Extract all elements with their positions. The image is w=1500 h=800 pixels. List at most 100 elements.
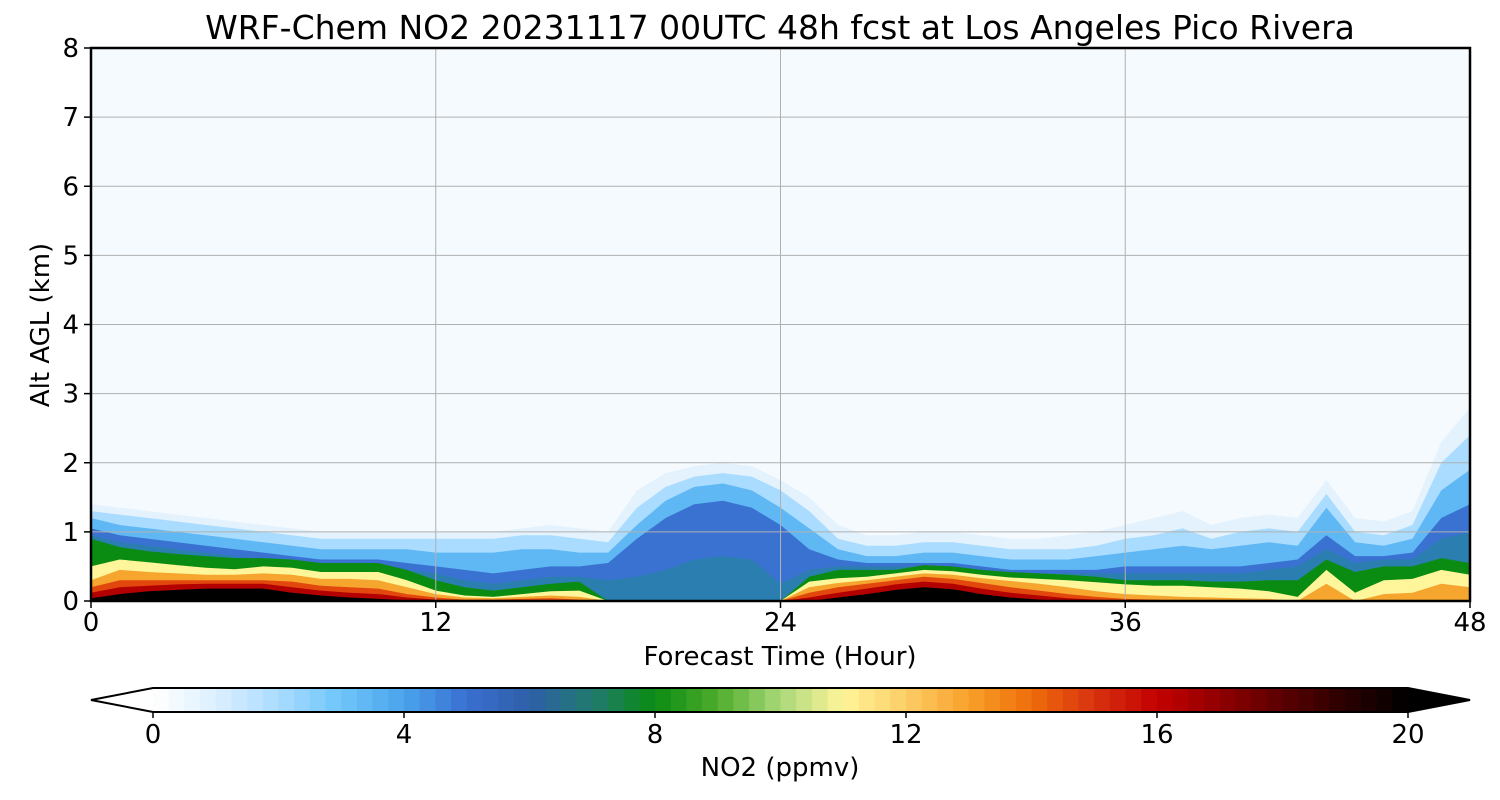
colorbar-segment: [937, 688, 954, 712]
colorbar-segment: [1188, 688, 1205, 712]
colorbar-segment: [451, 688, 468, 712]
colorbar-ticks: 0 4 8 12 16 20: [145, 712, 1425, 750]
colorbar-segment: [466, 688, 484, 712]
colorbar-segment: [639, 688, 656, 712]
colorbar-segment: [890, 688, 907, 712]
x-tick-label: 48: [1453, 608, 1486, 638]
colorbar-tick-label: 16: [1140, 720, 1173, 750]
x-axis-label: Forecast Time (Hour): [643, 642, 916, 672]
y-tick-label: 0: [62, 587, 79, 617]
colorbar-segment: [1015, 688, 1033, 712]
colorbar-segment: [184, 688, 201, 712]
colorbar-segment: [1313, 688, 1331, 712]
colorbar-segment: [1360, 688, 1378, 712]
colorbar-segment: [1219, 688, 1237, 712]
colorbar-segment: [388, 688, 405, 712]
colorbar-segment: [1172, 688, 1189, 712]
colorbar-segment: [764, 688, 782, 712]
colorbar-segment: [827, 688, 844, 712]
colorbar-segment: [686, 688, 703, 712]
colorbar-tick-label: 20: [1391, 720, 1424, 750]
colorbar-extend-min: [91, 688, 153, 712]
colorbar-segment: [200, 688, 217, 712]
colorbar-segment: [1000, 688, 1017, 712]
colorbar-segment: [1157, 688, 1174, 712]
colorbar-segment: [529, 688, 546, 712]
colorbar-segment: [1109, 688, 1127, 712]
colorbar-segment: [482, 688, 499, 712]
colorbar-segment: [372, 688, 389, 712]
colorbar-segment: [858, 688, 876, 712]
y-tick-label: 6: [62, 172, 79, 202]
colorbar-segment: [1094, 688, 1111, 712]
colorbar-segment: [843, 688, 860, 712]
colorbar-segment: [1266, 688, 1284, 712]
colorbar-segment: [247, 688, 264, 712]
colorbar-segment: [1125, 688, 1142, 712]
colorbar-segment: [1392, 688, 1409, 712]
colorbar-segment: [906, 688, 923, 712]
colorbar-segment: [576, 688, 593, 712]
y-tick-label: 3: [62, 380, 79, 410]
colorbar-segment: [968, 688, 986, 712]
colorbar-segment: [1251, 688, 1268, 712]
colorbar-segment: [294, 688, 311, 712]
colorbar-segment: [1204, 688, 1221, 712]
colorbar-segment: [811, 688, 829, 712]
colorbar-segment: [1141, 688, 1158, 712]
colorbar-segment: [1329, 688, 1346, 712]
no2-layer-lt-19: [91, 587, 1470, 601]
y-tick-label: 7: [62, 103, 79, 133]
colorbar-segment: [717, 688, 735, 712]
colorbar-segment: [168, 688, 185, 712]
x-tick-label: 12: [419, 608, 452, 638]
colorbar-label: NO2 (ppmv): [701, 753, 860, 783]
colorbar-segment: [545, 688, 562, 712]
colorbar-segment: [1345, 688, 1362, 712]
colorbar-segment: [984, 688, 1001, 712]
y-tick-label: 5: [62, 241, 79, 271]
colorbar-extend-max: [1408, 688, 1470, 712]
y-tick-label: 4: [62, 311, 79, 341]
colorbar-segment: [780, 688, 797, 712]
colorbar-segment: [623, 688, 640, 712]
colorbar-segment: [356, 688, 374, 712]
colorbar-tick-label: 8: [647, 720, 664, 750]
y-tick-label: 2: [62, 449, 79, 479]
colorbar-segment: [341, 688, 358, 712]
colorbar-segment: [796, 688, 813, 712]
colorbar-segment: [1376, 688, 1393, 712]
colorbar-segment: [215, 688, 233, 712]
colorbar-segment: [1235, 688, 1252, 712]
colorbar-segment: [655, 688, 672, 712]
x-tick-label: 24: [764, 608, 797, 638]
colorbar-segment: [733, 688, 750, 712]
colorbar-segment: [1078, 688, 1095, 712]
colorbar-segment: [309, 688, 327, 712]
colorbar-segment: [1047, 688, 1064, 712]
colorbar-segment: [278, 688, 295, 712]
colorbar-segment: [498, 688, 515, 712]
y-axis-ticks: 0 1 2 3 4 5 6 7 8: [62, 34, 91, 617]
colorbar-segment: [419, 688, 436, 712]
chart-title: WRF-Chem NO2 20231117 00UTC 48h fcst at …: [205, 8, 1355, 47]
colorbar-tick-label: 12: [889, 720, 922, 750]
x-tick-label: 36: [1109, 608, 1142, 638]
colorbar-segment: [435, 688, 452, 712]
colorbar-segment: [670, 688, 687, 712]
colorbar-segment: [1031, 688, 1048, 712]
colorbar-segment: [749, 688, 766, 712]
colorbar-segment: [607, 688, 625, 712]
colorbar-segment: [262, 688, 280, 712]
colorbar-segment: [1282, 688, 1299, 712]
y-axis-label: Alt AGL (km): [26, 243, 56, 407]
colorbar-segment: [231, 688, 248, 712]
colorbar-segment: [1298, 688, 1315, 712]
colorbar-segment: [560, 688, 578, 712]
y-tick-label: 8: [62, 34, 79, 64]
colorbar-segment: [874, 688, 891, 712]
colorbar-segment: [153, 688, 170, 712]
colorbar-segment: [921, 688, 938, 712]
colorbar-segment: [325, 688, 342, 712]
